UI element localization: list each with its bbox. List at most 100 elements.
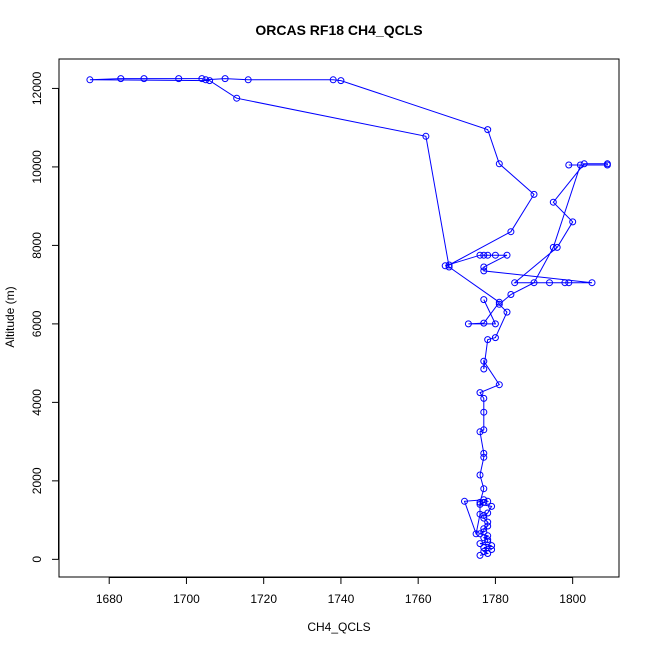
data-point bbox=[576, 161, 584, 169]
data-point bbox=[202, 76, 210, 84]
x-tick-label: 1680 bbox=[96, 592, 123, 606]
data-point bbox=[476, 389, 484, 397]
data-point bbox=[480, 319, 488, 327]
data-point bbox=[476, 540, 484, 548]
x-tick-label: 1700 bbox=[173, 592, 200, 606]
data-point bbox=[175, 75, 183, 83]
y-tick-label: 0 bbox=[30, 556, 44, 563]
data-point bbox=[476, 498, 484, 506]
data-point bbox=[140, 75, 148, 83]
data-point bbox=[480, 408, 488, 416]
data-point bbox=[546, 279, 553, 287]
data-point bbox=[117, 75, 125, 83]
data-point bbox=[480, 426, 488, 434]
data-point bbox=[221, 75, 229, 83]
data-point bbox=[484, 126, 492, 134]
data-point bbox=[476, 251, 484, 259]
data-point bbox=[549, 198, 557, 206]
data-point bbox=[198, 75, 206, 83]
data-point bbox=[484, 336, 492, 344]
y-axis: 0 2000 4000 6000 8000 10000 12000 bbox=[30, 71, 59, 563]
data-point bbox=[464, 320, 472, 328]
data-point bbox=[491, 334, 499, 342]
data-point bbox=[565, 279, 573, 287]
x-axis: 1680 1700 1720 1740 1760 1780 1800 bbox=[96, 577, 586, 606]
data-point bbox=[495, 300, 503, 308]
data-point bbox=[337, 77, 345, 85]
data-point bbox=[476, 471, 484, 479]
data-point bbox=[484, 497, 492, 505]
y-tick-label: 2000 bbox=[30, 467, 44, 494]
data-point bbox=[480, 498, 488, 506]
data-point bbox=[491, 251, 499, 259]
y-tick-label: 4000 bbox=[30, 389, 44, 416]
data-point bbox=[484, 251, 492, 259]
data-point bbox=[580, 160, 588, 168]
data-point bbox=[86, 76, 94, 84]
data-point bbox=[549, 243, 557, 251]
x-axis-label: CH4_QCLS bbox=[307, 620, 370, 634]
data-point bbox=[441, 262, 449, 270]
data-point bbox=[565, 161, 573, 169]
data-point bbox=[480, 453, 488, 461]
data-point bbox=[495, 381, 503, 389]
data-point bbox=[461, 497, 468, 505]
data-point bbox=[484, 532, 492, 540]
data-point bbox=[480, 267, 488, 275]
data-point bbox=[480, 357, 488, 365]
data-point bbox=[445, 263, 453, 271]
data-point bbox=[530, 190, 538, 198]
data-point bbox=[553, 243, 561, 251]
data-point bbox=[480, 365, 488, 373]
data-point bbox=[484, 518, 492, 526]
data-point bbox=[480, 548, 488, 555]
data-point bbox=[561, 279, 569, 287]
data-point bbox=[480, 263, 488, 271]
data-point bbox=[480, 449, 488, 457]
data-point bbox=[507, 291, 515, 298]
data-point bbox=[484, 550, 492, 557]
data-point bbox=[480, 394, 488, 402]
data-point bbox=[484, 522, 492, 530]
x-tick-label: 1740 bbox=[328, 592, 355, 606]
x-tick-label: 1800 bbox=[559, 592, 586, 606]
data-point bbox=[569, 218, 577, 226]
data-point bbox=[233, 94, 241, 102]
data-point bbox=[484, 509, 492, 517]
y-tick-label: 8000 bbox=[30, 232, 44, 259]
data-point bbox=[422, 132, 430, 140]
data-point bbox=[476, 428, 484, 436]
series-layer bbox=[86, 75, 611, 559]
data-point bbox=[488, 542, 496, 550]
data-point bbox=[588, 279, 596, 287]
data-point bbox=[476, 500, 484, 508]
data-point bbox=[530, 279, 538, 287]
data-point bbox=[206, 77, 214, 85]
data-point bbox=[507, 228, 515, 236]
data-point bbox=[472, 530, 480, 538]
x-tick-label: 1720 bbox=[250, 592, 277, 606]
data-point bbox=[476, 551, 484, 559]
plot-frame bbox=[58, 58, 620, 578]
chart-title: ORCAS RF18 CH4_QCLS bbox=[255, 22, 422, 38]
x-tick-label: 1760 bbox=[405, 592, 432, 606]
data-point bbox=[480, 528, 488, 536]
data-point bbox=[511, 279, 519, 287]
data-point bbox=[503, 308, 511, 316]
data-point bbox=[480, 251, 488, 259]
data-point bbox=[603, 160, 611, 168]
y-tick-label: 6000 bbox=[30, 310, 44, 337]
data-point bbox=[488, 546, 496, 553]
data-point bbox=[329, 76, 337, 84]
data-point bbox=[484, 536, 492, 544]
data-point bbox=[480, 296, 488, 304]
data-point bbox=[445, 261, 453, 269]
y-tick-label: 12000 bbox=[30, 71, 44, 105]
data-point bbox=[503, 251, 511, 259]
data-point bbox=[480, 514, 488, 522]
data-point bbox=[480, 544, 488, 552]
data-point bbox=[488, 502, 496, 510]
data-point bbox=[476, 530, 484, 538]
